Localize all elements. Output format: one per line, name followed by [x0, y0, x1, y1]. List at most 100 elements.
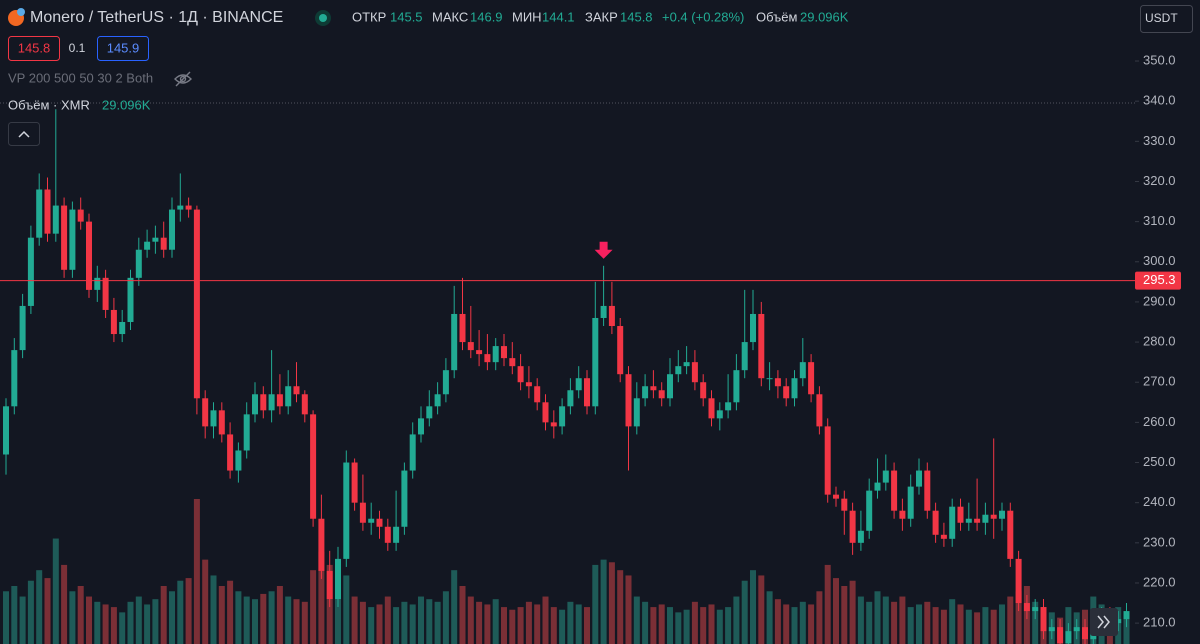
- collapse-button[interactable]: [8, 122, 40, 146]
- candle-body: [841, 498, 848, 511]
- volume-bar: [52, 538, 59, 644]
- candle-body: [833, 494, 839, 499]
- candle-body: [658, 390, 665, 399]
- candle-body: [509, 358, 516, 367]
- volume-bar: [650, 607, 657, 644]
- volume-bar: [102, 604, 109, 644]
- volume-bar: [592, 564, 599, 644]
- volume-bar: [418, 596, 424, 644]
- volume-bar: [19, 596, 26, 644]
- volume-bar: [27, 580, 34, 644]
- spread: 0.1: [69, 41, 86, 55]
- price-tag-label: 295.3: [1143, 272, 1176, 287]
- candle-body: [575, 378, 582, 391]
- candle-body: [907, 486, 914, 519]
- candle-body: [567, 390, 574, 407]
- candle-body: [169, 209, 175, 250]
- volume-bar: [169, 591, 175, 644]
- candle-body: [310, 414, 317, 519]
- candle-body: [1123, 611, 1130, 620]
- volume-bar: [816, 591, 823, 644]
- volume-bar: [434, 601, 441, 644]
- candle-body: [899, 510, 906, 519]
- volume-bar: [658, 604, 665, 644]
- currency-button[interactable]: [1140, 5, 1193, 33]
- volume-bar: [467, 596, 474, 644]
- candle-body: [384, 526, 391, 543]
- candle-body: [368, 518, 375, 523]
- volume-bar: [982, 607, 989, 644]
- volume-label: Объём: [756, 9, 797, 24]
- volume-bar: [1007, 596, 1014, 644]
- volume-bar: [907, 607, 914, 644]
- scroll-button[interactable]: [1090, 608, 1118, 636]
- candle-body: [691, 362, 698, 383]
- candle-body: [816, 394, 823, 427]
- candle-body: [525, 382, 532, 387]
- candle-body: [119, 322, 126, 335]
- volume-bar: [160, 586, 167, 644]
- buy-badge[interactable]: [97, 36, 149, 61]
- volume-bar: [409, 604, 416, 644]
- candle-body: [932, 510, 939, 535]
- candle-body: [866, 490, 873, 531]
- volume-value: 29.096K: [800, 9, 849, 24]
- volume-bar: [235, 591, 242, 644]
- status-dot: [319, 14, 327, 22]
- volume-bar: [866, 601, 873, 644]
- y-tick-label: 300.0: [1143, 253, 1176, 268]
- volume-bar: [534, 604, 541, 644]
- volume-bar: [824, 564, 831, 644]
- candle-body: [675, 366, 682, 375]
- candle-body: [409, 434, 416, 471]
- candle-body: [1057, 627, 1064, 644]
- y-tick-label: 310.0: [1143, 213, 1176, 228]
- volume-bar: [700, 607, 707, 644]
- candle-body: [940, 534, 947, 539]
- candle-body: [791, 378, 798, 399]
- candle-body: [476, 350, 483, 355]
- price-tag: [1135, 271, 1181, 290]
- candle-body: [442, 370, 449, 395]
- candle-body: [949, 506, 956, 539]
- candle-body: [774, 378, 781, 387]
- volume-bar: [69, 591, 76, 644]
- candle-body: [808, 362, 815, 395]
- volume-bar: [293, 599, 300, 644]
- eye-off-icon[interactable]: [174, 71, 192, 87]
- sell-badge[interactable]: [8, 36, 60, 61]
- candle-body: [667, 374, 673, 399]
- candle-body: [318, 518, 325, 571]
- candle-body: [343, 462, 350, 559]
- volume-bar: [999, 604, 1005, 644]
- volume-bar: [791, 607, 798, 644]
- volume-bar: [227, 580, 234, 644]
- candle-body: [633, 398, 640, 427]
- candle-body: [708, 398, 715, 419]
- volume-bar: [766, 591, 773, 644]
- volume-bar: [110, 607, 117, 644]
- candle-body: [434, 394, 441, 407]
- volume-bar: [384, 596, 391, 644]
- candle-body: [891, 470, 898, 511]
- candle-body: [459, 313, 466, 343]
- volume-bar: [575, 604, 582, 644]
- volume-bar: [567, 601, 574, 644]
- volume-bar: [774, 599, 781, 644]
- candle-body: [451, 313, 458, 371]
- volume-bar: [708, 604, 715, 644]
- volume-bar: [301, 601, 308, 644]
- candle-body: [592, 317, 599, 407]
- candle-body: [1040, 607, 1047, 632]
- candle-body: [857, 530, 864, 543]
- volume-bar: [642, 601, 649, 644]
- stat-value: 146.9: [470, 9, 503, 24]
- volume-bar: [916, 604, 922, 644]
- candle-body: [77, 209, 84, 222]
- volume-bar: [725, 607, 732, 644]
- volume-bar: [127, 601, 134, 644]
- candle-body: [716, 410, 723, 419]
- candle-body: [218, 410, 225, 435]
- candle-body: [534, 386, 541, 403]
